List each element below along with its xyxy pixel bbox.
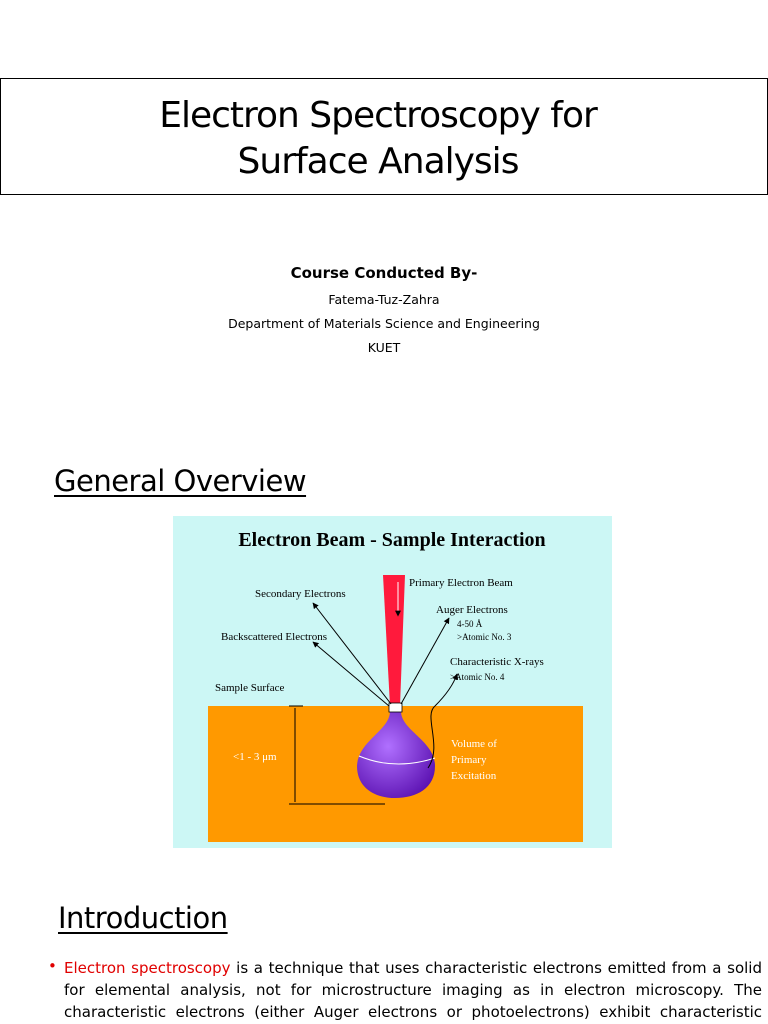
label: Volume of: [451, 738, 497, 750]
label: Sample Surface: [215, 682, 284, 694]
label: Backscattered Electrons: [221, 631, 327, 643]
label: Primary Electron Beam: [409, 577, 513, 589]
section-heading: Introduction: [58, 901, 228, 935]
label: Excitation: [451, 770, 497, 782]
label: Characteristic X-rays: [450, 656, 544, 668]
credits-department: Department of Materials Science and Engi…: [228, 316, 540, 331]
arrow: [427, 673, 459, 769]
label: 4-50 Å: [457, 619, 483, 629]
title-line: Surface Analysis: [237, 141, 520, 182]
label: Secondary Electrons: [255, 588, 346, 600]
diagram-title: Electron Beam - Sample Interaction: [238, 529, 545, 551]
text: is a technique that uses characteristic …: [236, 959, 762, 977]
credits-institution: KUET: [367, 340, 401, 355]
electron-beam: [383, 575, 405, 706]
paragraph-line: for elemental analysis, not for microstr…: [64, 981, 762, 999]
paragraph-line: Electron spectroscopy is a technique tha…: [64, 957, 762, 979]
bullet: •: [48, 957, 57, 975]
title-line: Electron Spectroscopy for: [159, 95, 598, 136]
label: <1 - 3 μm: [233, 751, 277, 763]
label: >Atomic No. 4: [450, 672, 505, 682]
label: Auger Electrons: [436, 604, 508, 616]
surface-line: [358, 755, 436, 765]
entry-point: [388, 702, 403, 713]
excitation-volume: [357, 712, 435, 798]
arrow: [312, 641, 390, 707]
credits-heading: Course Conducted By-: [290, 264, 478, 282]
label: >Atomic No. 3: [457, 632, 512, 642]
arrow: [312, 602, 392, 705]
credits-name: Fatema-Tuz-Zahra: [328, 292, 440, 307]
highlight: Electron spectroscopy: [64, 959, 231, 977]
paragraph: Electron spectroscopy is a technique tha…: [64, 957, 762, 1023]
title-box: Electron Spectroscopy for Surface Analys…: [0, 78, 768, 195]
section-heading: General Overview: [54, 464, 307, 498]
paragraph-line: characteristic electrons (either Auger e…: [64, 1003, 762, 1021]
diagram: Electron Beam - Sample Interaction Prima…: [173, 516, 612, 848]
label: Primary: [451, 754, 487, 766]
arrow: [400, 617, 450, 705]
